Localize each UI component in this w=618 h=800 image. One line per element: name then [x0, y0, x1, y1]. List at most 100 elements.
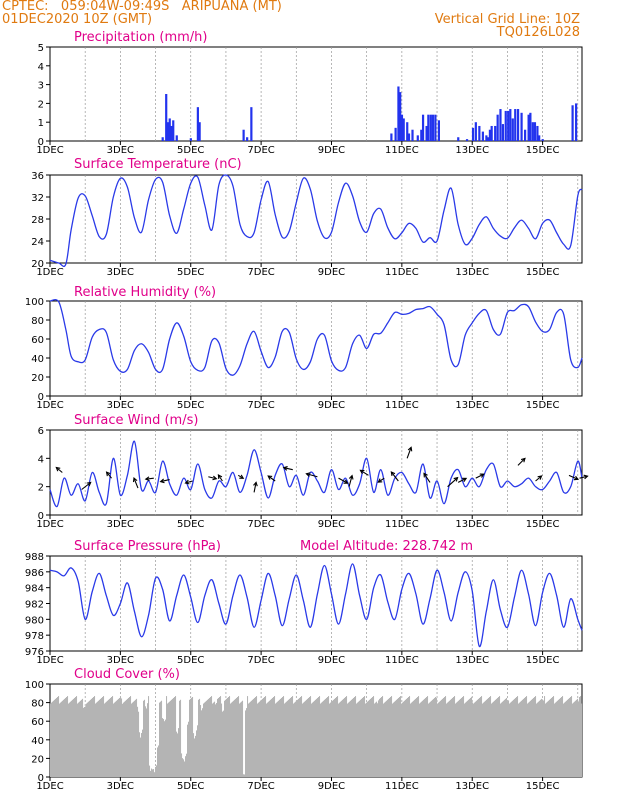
cloud-bar	[102, 697, 104, 777]
x-tick-label: 9DEC	[318, 267, 345, 278]
y-tick-label: 20	[31, 754, 44, 765]
cloud-bar	[468, 699, 470, 777]
cloud-bar	[312, 702, 314, 777]
cloud-bar	[114, 702, 116, 777]
cloud-bar	[174, 697, 176, 777]
cloud-bar	[281, 697, 283, 777]
cloud-bar	[344, 697, 346, 777]
cloud-bar	[177, 733, 179, 777]
cloud-bar	[252, 699, 254, 777]
cloud-bar	[540, 699, 542, 777]
cloud-bar	[493, 701, 495, 777]
wind-arrow-head	[573, 475, 580, 481]
panel-frame-1	[49, 174, 583, 264]
wind-arrow-head	[479, 473, 485, 478]
cloud-bar	[93, 697, 95, 777]
cloud-bar	[380, 697, 382, 777]
cloud-bar	[169, 701, 171, 777]
cloud-bar	[149, 765, 151, 777]
cloud-bar	[426, 697, 428, 777]
cloud-bar	[339, 702, 341, 777]
cloud-bar	[255, 697, 257, 777]
cloud-bar	[212, 703, 214, 777]
cloud-bar	[247, 696, 249, 777]
cloud-bar	[410, 703, 412, 777]
cloud-bar	[420, 702, 422, 777]
cloud-bar	[404, 700, 406, 777]
cloud-bar	[353, 697, 355, 777]
cloud-bar	[131, 703, 133, 777]
cloud-bar	[173, 697, 175, 777]
cloud-bar	[557, 700, 559, 777]
cloud-bar	[165, 719, 167, 777]
cloud-bar	[442, 698, 444, 777]
cloud-bar	[153, 769, 155, 777]
cloud-bar	[512, 700, 514, 777]
cloud-bar	[121, 698, 123, 777]
cloud-bar	[111, 697, 113, 777]
cloud-bar	[527, 703, 529, 777]
cloud-bar	[487, 698, 489, 777]
cloud-bar	[214, 701, 216, 777]
cloud-bar	[503, 700, 505, 777]
cloud-bar	[146, 708, 148, 777]
cloud-bar	[566, 700, 568, 777]
cloud-bar	[461, 697, 463, 777]
cloud-bar	[199, 698, 201, 777]
cloud-bar	[260, 700, 262, 777]
cloud-bar	[58, 696, 60, 777]
cloud-bar	[294, 702, 296, 777]
x-tick-label: 3DEC	[107, 267, 134, 278]
cloud-bar	[225, 699, 227, 777]
series-line-1	[49, 174, 583, 267]
cloud-bar	[308, 697, 310, 777]
cloud-bar	[300, 697, 302, 777]
wind-arrow	[208, 476, 217, 480]
panel-title: Surface Wind (m/s)	[74, 413, 198, 428]
cloud-bar	[238, 696, 240, 777]
wind-arrow	[217, 474, 223, 482]
cloud-bar	[167, 703, 169, 777]
cloud-bar	[170, 700, 172, 777]
precip-bar	[394, 127, 397, 141]
x-tick-label: 11DEC	[385, 519, 419, 530]
cloud-bar	[116, 700, 118, 777]
cloud-bar	[220, 696, 222, 777]
cloud-bar	[400, 696, 402, 777]
cloud-bar	[395, 700, 397, 777]
cloud-bar	[191, 697, 193, 777]
cloud-bar	[298, 698, 300, 777]
cloud-bar	[393, 702, 395, 777]
cloud-bar	[54, 699, 56, 777]
cloud-bar	[171, 699, 173, 777]
precip-bar	[511, 118, 514, 141]
y-tick-label: 988	[25, 552, 44, 563]
cloud-bar	[104, 703, 106, 777]
cloud-bar	[523, 698, 525, 777]
cloud-bar	[231, 702, 233, 777]
cloud-bar	[569, 697, 571, 777]
cloud-bar	[416, 697, 418, 777]
cloud-bar	[329, 703, 331, 777]
cloud-bar	[89, 700, 91, 777]
cloud-bar	[445, 696, 447, 777]
cloud-bar	[337, 696, 339, 777]
cloud-bar	[560, 697, 562, 777]
precip-bar	[390, 133, 393, 141]
cloud-bar	[517, 696, 519, 777]
cloud-bar	[515, 697, 517, 777]
wind-arrow-head	[105, 471, 111, 477]
cloud-bar	[481, 696, 483, 777]
cloud-bar	[188, 721, 190, 777]
wind-arrow	[133, 477, 139, 489]
cloud-bar	[82, 698, 84, 777]
cloud-bar	[572, 703, 574, 777]
cloud-bar	[324, 699, 326, 777]
cloud-bar	[485, 700, 487, 777]
precip-bar	[421, 114, 425, 141]
y-tick-label: 984	[25, 584, 44, 595]
wind-arrow	[267, 475, 276, 482]
cloud-bar	[422, 700, 424, 777]
y-tick-label: 60	[31, 335, 44, 346]
cloud-bar	[372, 697, 374, 777]
